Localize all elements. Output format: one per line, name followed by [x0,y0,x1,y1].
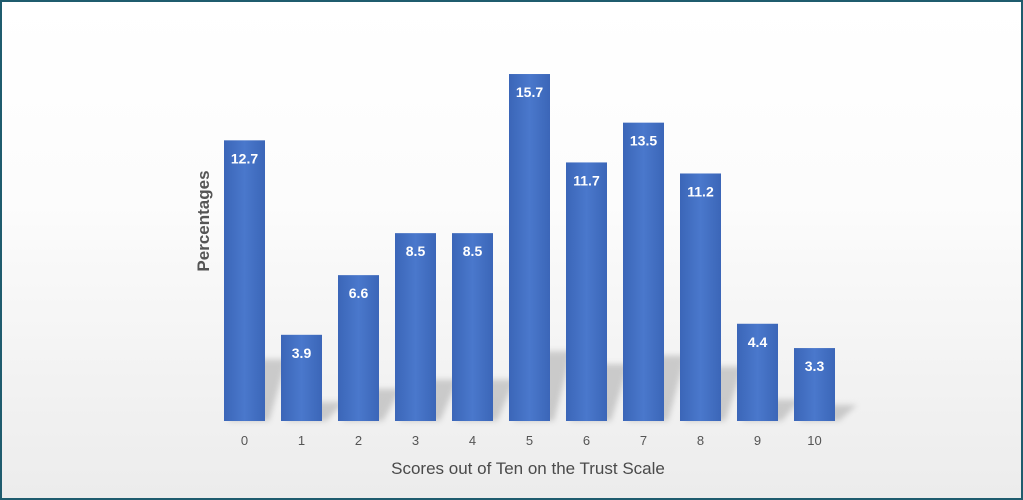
bar-5 [509,74,550,421]
x-tick-label-1: 1 [298,433,305,448]
bar-4 [452,233,493,421]
data-label-10: 3.3 [805,358,825,374]
y-axis-title: Percentages [194,170,213,271]
data-labels-group: 12.7 3.9 6.6 8.5 8.5 15.7 11.7 13.5 11.2 4.4 3.3 [231,84,825,374]
x-axis-title: Scores out of Ten on the Trust Scale [391,459,665,478]
bar-10 [794,348,835,421]
x-tick-label-0: 0 [241,433,248,448]
bar-6 [566,162,607,421]
x-tick-label-6: 6 [583,433,590,448]
x-tick-label-5: 5 [526,433,533,448]
data-label-7: 13.5 [630,133,657,149]
x-tick-label-9: 9 [754,433,761,448]
bar-9 [737,323,778,421]
bar-0 [224,140,265,421]
x-tick-label-3: 3 [412,433,419,448]
bar-2 [338,275,379,421]
x-tick-label-8: 8 [697,433,704,448]
data-label-3: 8.5 [406,243,426,259]
x-tick-labels-group: 0 1 2 3 4 5 6 7 8 9 10 [241,433,822,448]
bar-3 [395,233,436,421]
data-label-5: 15.7 [516,84,543,100]
x-tick-label-4: 4 [469,433,476,448]
data-label-8: 11.2 [687,183,714,199]
data-label-2: 6.6 [349,285,369,301]
bar-8 [680,173,721,421]
x-tick-label-7: 7 [640,433,647,448]
data-label-4: 8.5 [463,243,483,259]
data-label-1: 3.9 [292,345,312,361]
data-label-6: 11.7 [573,172,600,188]
bar-1 [281,334,322,421]
data-label-0: 12.7 [231,150,258,166]
data-label-9: 4.4 [748,334,768,350]
bar-7 [623,122,664,422]
x-tick-label-10: 10 [807,433,821,448]
x-tick-label-2: 2 [355,433,362,448]
bars-group [224,74,835,422]
